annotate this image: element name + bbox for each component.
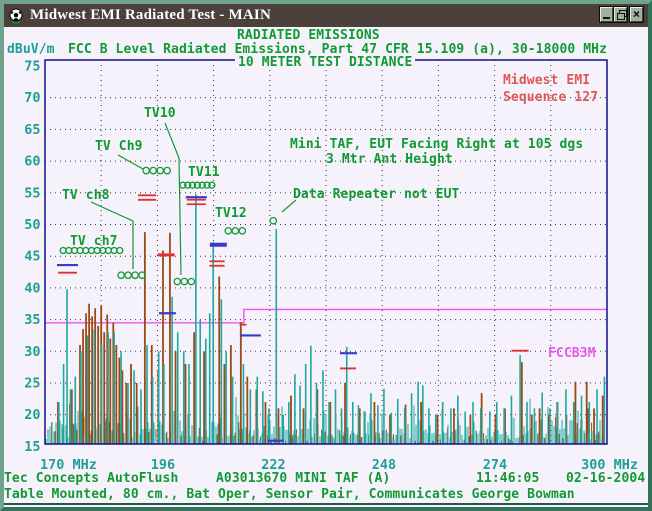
y-axis-labels: 75 70 65 60 55 50 45 40 35 30 25 20 15 — [24, 59, 40, 455]
green-circle-marker — [269, 216, 278, 225]
annotation-leader-line — [281, 199, 297, 213]
annotation-fccb3m: FCCB3M — [548, 346, 596, 361]
y-tick-label: 75 — [24, 59, 40, 75]
annotation-tv10: TV10 — [144, 106, 176, 121]
y-tick-label: 25 — [24, 376, 40, 392]
status-date: 02-16-2004 — [566, 471, 646, 486]
minimize-icon — [603, 17, 610, 19]
x-axis-labels: 170 MHz 196 222 248 274 300 MHz — [40, 457, 638, 472]
green-squiggle-marker — [193, 181, 202, 189]
green-circle-marker — [187, 277, 196, 286]
annotation-tv12: TV12 — [215, 206, 247, 221]
annotation-data-repeater-not-eut: Data Repeater not EUT — [293, 187, 460, 202]
x-tick-label: 274 — [483, 457, 507, 472]
close-icon: × — [632, 7, 641, 21]
green-squiggle-marker — [203, 181, 211, 189]
annotation-tv-ch8: TV ch8 — [62, 188, 110, 203]
green-circle-marker — [163, 166, 172, 175]
y-tick-label: 30 — [24, 344, 40, 360]
y-tick-label: 65 — [24, 122, 40, 138]
green-circle-marker — [224, 226, 233, 235]
green-squiggle-marker — [208, 181, 216, 189]
y-tick-label: 15 — [24, 439, 40, 455]
y-tick-label: 20 — [24, 407, 40, 423]
annotation-3-mtr-ant-height: 3 Mtr Ant Height — [326, 152, 453, 167]
y-tick-label: 40 — [24, 280, 40, 296]
green-circle-marker — [131, 271, 139, 280]
status-operator: Tec Concepts AutoFlush — [4, 471, 179, 486]
x-tick-label: 248 — [372, 457, 396, 472]
titlebar[interactable]: Midwest EMI Radiated Test - MAIN × — [4, 4, 648, 27]
x-tick-label: 170 MHz — [40, 457, 97, 472]
close-button[interactable]: × — [629, 6, 644, 23]
status-test-id: A03013670 MINI TAF (A) — [216, 471, 391, 486]
green-circle-marker — [180, 277, 189, 286]
annotation-tv-ch7: TV ch7 — [70, 234, 118, 249]
y-tick-label: 50 — [24, 217, 40, 233]
x-tick-label: 196 — [151, 457, 175, 472]
green-circle-marker — [156, 166, 165, 175]
y-tick-label: 45 — [24, 249, 40, 265]
green-circle-marker — [238, 226, 247, 235]
brown-trace — [57, 232, 604, 444]
y-tick-label: 35 — [24, 312, 40, 328]
annotations: TV ch7 TV ch8 TV Ch9 TV10 TV11 TV12 Mini TAF, … — [62, 73, 598, 361]
annotation-tv-ch9: TV Ch9 — [95, 139, 143, 154]
minimize-button[interactable] — [599, 6, 614, 23]
annotation-leader-line — [90, 201, 134, 269]
green-circle-marker — [231, 226, 240, 235]
green-circle-marker — [124, 271, 132, 280]
annotation-tv11: TV11 — [188, 165, 220, 180]
measurement-markers — [56, 194, 529, 442]
status-time: 11:46:05 — [476, 471, 540, 486]
green-squiggle-marker — [188, 181, 197, 189]
chart-title: RADIATED EMISSIONS — [237, 28, 380, 43]
window-buttons: × — [599, 6, 644, 23]
green-squiggle-marker — [184, 181, 192, 189]
green-circle-marker — [149, 166, 158, 175]
y-tick-label: 60 — [24, 154, 40, 170]
spectrum-plot: TV ch7 TV ch8 TV Ch9 TV10 TV11 TV12 Mini TAF, … — [24, 59, 638, 473]
green-circle-marker — [173, 277, 182, 286]
x-tick-label: 300 MHz — [581, 457, 638, 472]
status-configuration: Table Mounted, 80 cm., Bat Oper, Sensor … — [4, 487, 575, 502]
restore-button[interactable] — [613, 6, 628, 23]
annotation-leader-line — [164, 122, 182, 276]
annotation-leader-line — [117, 154, 144, 170]
window-title: Midwest EMI Radiated Test - MAIN — [30, 7, 271, 23]
annotation-midwest-emi: Midwest EMI — [503, 73, 590, 88]
annotation-mini-taf-eut-facing-right-at-105-dgs: Mini TAF, EUT Facing Right at 105 dgs — [290, 137, 583, 152]
green-squiggle-marker — [198, 181, 206, 189]
green-squiggle-marker — [116, 246, 124, 255]
soccer-ball-icon[interactable] — [8, 8, 24, 24]
chart-subtitle: FCC B Level Radiated Emissions, Part 47 … — [68, 42, 608, 57]
ambient-markers — [59, 122, 297, 286]
status-separator — [4, 503, 648, 505]
x-tick-label: 222 — [261, 457, 285, 472]
y-tick-label: 55 — [24, 185, 40, 201]
y-tick-label: 70 — [24, 90, 40, 106]
teal-trace — [58, 194, 606, 444]
annotation-sequence-127: Sequence 127 — [503, 90, 598, 105]
green-circle-marker — [117, 271, 125, 280]
green-circle-marker — [142, 166, 151, 175]
test-distance-label: 10 METER TEST DISTANCE — [235, 56, 416, 70]
green-circle-marker — [138, 271, 146, 280]
y-axis-unit-label: dBuV/m — [7, 42, 55, 57]
